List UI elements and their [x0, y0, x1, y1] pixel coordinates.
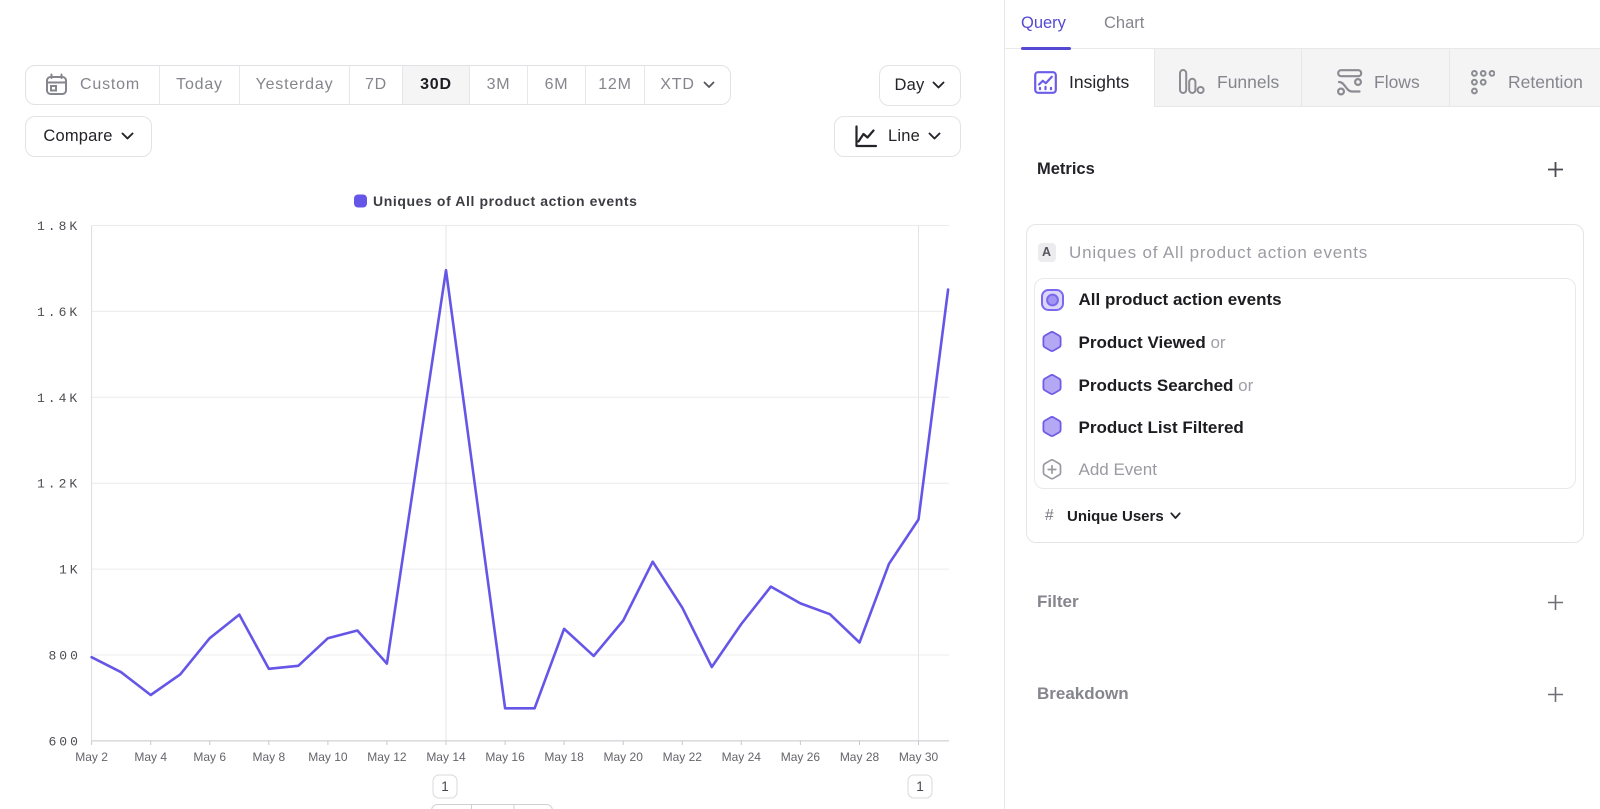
svg-text:1.6K: 1.6K [37, 305, 80, 320]
svg-text:May 30: May 30 [899, 750, 939, 764]
svg-text:May 6: May 6 [193, 750, 226, 764]
svg-text:Uniques of All product action: Uniques of All product action events [373, 193, 638, 209]
svg-text:May 24: May 24 [722, 750, 762, 764]
svg-text:May 14: May 14 [426, 750, 466, 764]
svg-text:May 18: May 18 [544, 750, 584, 764]
svg-text:May 10: May 10 [308, 750, 348, 764]
svg-text:1K: 1K [59, 563, 81, 578]
svg-text:800: 800 [49, 649, 81, 664]
svg-text:600: 600 [49, 734, 81, 749]
svg-text:1.2K: 1.2K [37, 477, 80, 492]
svg-text:May 2: May 2 [75, 750, 108, 764]
svg-text:May 16: May 16 [485, 750, 525, 764]
svg-text:May 26: May 26 [781, 750, 821, 764]
svg-text:May 28: May 28 [840, 750, 880, 764]
svg-text:1: 1 [916, 779, 924, 794]
svg-text:1: 1 [441, 779, 449, 794]
svg-text:May 12: May 12 [367, 750, 407, 764]
svg-text:May 22: May 22 [663, 750, 703, 764]
svg-text:May 20: May 20 [604, 750, 644, 764]
svg-text:1.8K: 1.8K [37, 219, 80, 234]
svg-text:1.4K: 1.4K [37, 391, 80, 406]
svg-text:May 4: May 4 [134, 750, 167, 764]
svg-text:May 8: May 8 [252, 750, 285, 764]
